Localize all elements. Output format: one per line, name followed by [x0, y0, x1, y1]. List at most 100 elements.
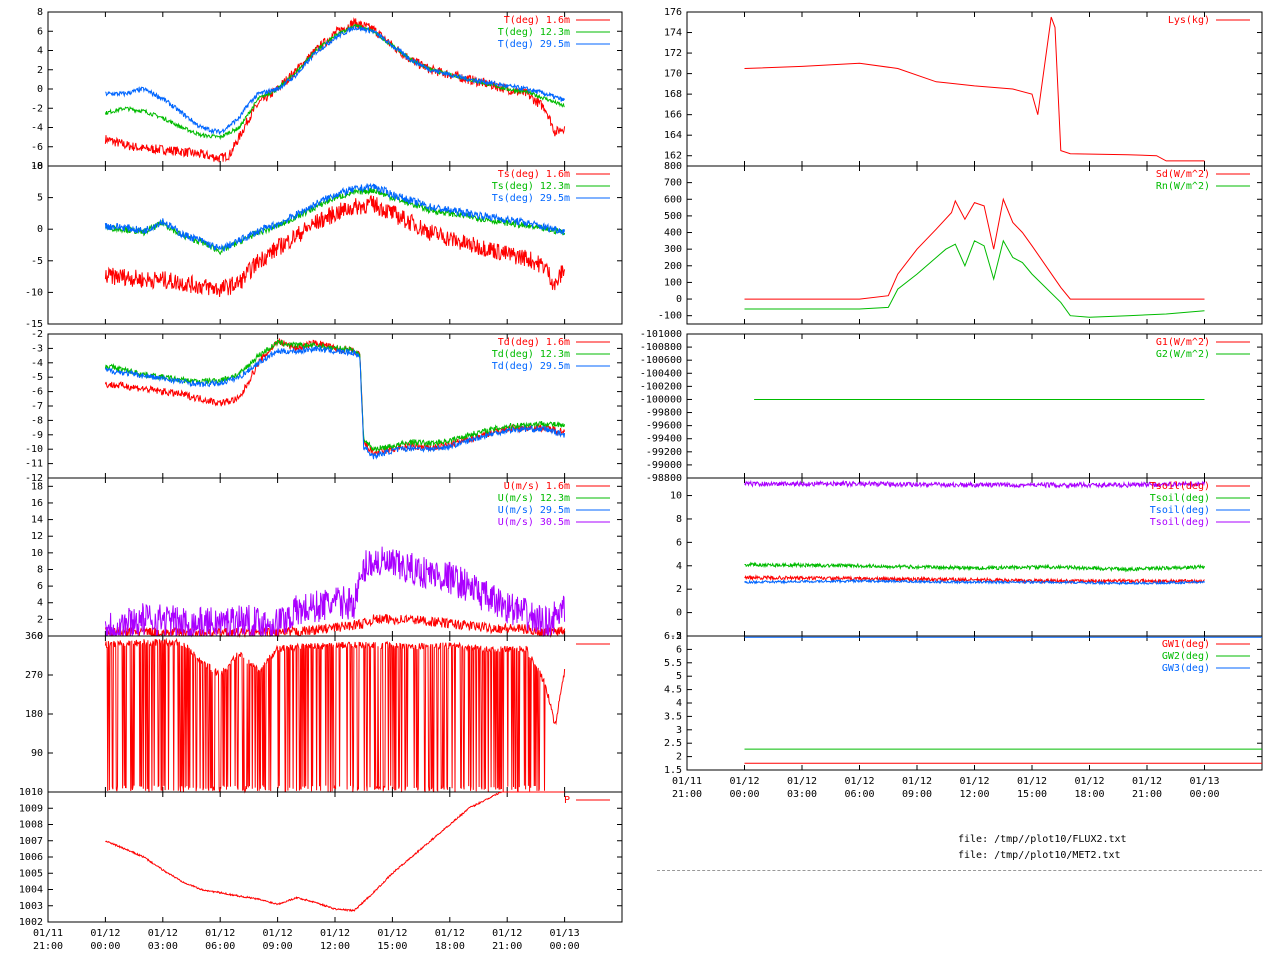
x-tick-label-date: 01/12 [205, 928, 235, 939]
y-tick-label: -4 [31, 123, 43, 134]
x-tick-label-date: 01/12 [377, 928, 407, 939]
y-tick-label: 1005 [19, 868, 43, 879]
legend-label: GW1(deg) [1162, 639, 1210, 650]
file-path-flux: file: /tmp//plot10/FLUX2.txt [958, 834, 1127, 845]
separator-line [657, 870, 1262, 871]
x-tick-label-time: 09:00 [902, 789, 932, 800]
y-tick-label: 2.5 [664, 738, 682, 749]
legend-label: Td(deg) 1.6m [498, 337, 570, 348]
x-tick-label-date: 01/13 [1189, 776, 1219, 787]
series-line-rad-0 [744, 197, 1205, 300]
chart-panel-rad: 800 700 600 500 400 300 200 100 0 -100 Sd(W/m^2)Rn… [658, 161, 1263, 325]
y-tick-label: 3.5 [664, 711, 682, 722]
y-tick-label: -7 [31, 401, 43, 412]
y-tick-label: 168 [664, 89, 682, 100]
legend-label: T(deg) 12.3m [498, 27, 570, 38]
x-tick-label-date: 01/12 [1132, 776, 1162, 787]
legend-label: U(m/s) 12.3m [498, 493, 570, 504]
y-tick-label: 18 [31, 481, 43, 492]
y-tick-label: 200 [664, 261, 682, 272]
y-tick-label: -15 [25, 319, 43, 330]
legend-label: Tsoil(deg) [1150, 493, 1210, 504]
legend-label: G2(W/m^2) [1156, 349, 1210, 360]
y-tick-label: 4 [676, 698, 682, 709]
x-tick-label-time: 21:00 [672, 789, 702, 800]
y-tick-label: 1010 [19, 787, 43, 798]
y-tick-label: -5 [31, 372, 43, 383]
chart-panel-lys: 176 174 172 170 168 166 164 162 Lys(kg) [664, 7, 1263, 167]
series-line-dew-1 [104, 338, 566, 452]
x-tick-label-date: 01/12 [90, 928, 120, 939]
plot-frame [686, 11, 1263, 167]
y-tick-label: 1009 [19, 803, 43, 814]
y-tick-label: 400 [664, 228, 682, 239]
y-tick-label: 0 [37, 224, 43, 235]
y-tick-label: -100600 [640, 355, 682, 366]
y-tick-label: -10 [25, 444, 43, 455]
y-tick-label: -100800 [640, 342, 682, 353]
series-line-temp-2 [105, 25, 566, 135]
y-tick-label: -100 [658, 311, 682, 322]
legend-label: Tsoil(deg) [1150, 517, 1210, 528]
legend-label: Td(deg) 29.5m [492, 361, 570, 372]
x-tick-label-time: 15:00 [377, 941, 407, 952]
x-tick-label-time: 21:00 [1132, 789, 1162, 800]
series-line-temp-1 [104, 23, 565, 141]
x-tick-label-date: 01/12 [787, 776, 817, 787]
x-tick-label-time: 12:00 [959, 789, 989, 800]
y-tick-label: 6 [676, 644, 682, 655]
y-tick-label: 0 [676, 608, 682, 619]
y-tick-label: 180 [25, 709, 43, 720]
y-tick-label: -99800 [646, 408, 682, 419]
y-tick-label: 16 [31, 498, 43, 509]
y-tick-label: -4 [31, 358, 43, 369]
y-tick-label: 1006 [19, 852, 43, 863]
y-tick-label: 1003 [19, 901, 43, 912]
series-line-tsoil-2 [744, 578, 1205, 586]
y-tick-label: -11 [25, 459, 43, 470]
y-tick-label: -100400 [640, 368, 682, 379]
y-tick-label: 5 [37, 193, 43, 204]
x-tick-label-time: 03:00 [787, 789, 817, 800]
y-tick-label: 4.5 [664, 685, 682, 696]
y-tick-label: 6 [37, 26, 43, 37]
x-tick-label-date: 01/12 [1017, 776, 1047, 787]
y-tick-label: -3 [31, 343, 43, 354]
x-tick-label-time: 03:00 [148, 941, 178, 952]
x-tick-label-date: 01/12 [959, 776, 989, 787]
legend-label: Ts(deg) 29.5m [492, 193, 570, 204]
y-tick-label: 10 [31, 548, 43, 559]
x-tick-label-time: 06:00 [205, 941, 235, 952]
x-tick-label-time: 00:00 [729, 789, 759, 800]
y-tick-label: 90 [31, 748, 43, 759]
y-tick-label: 1.5 [664, 765, 682, 776]
series-line-press-0 [105, 791, 565, 912]
y-tick-label: 1004 [19, 885, 43, 896]
y-tick-label: 2 [676, 752, 682, 763]
x-tick-label-time: 18:00 [1074, 789, 1104, 800]
y-tick-label: 176 [664, 7, 682, 18]
y-tick-label: -12 [25, 473, 43, 484]
y-tick-label: 2 [37, 614, 43, 625]
y-tick-label: 4 [37, 46, 43, 57]
chart-panel-press: 1010 1009 1008 1007 1006 1005 1004 1003 1002 P [19, 787, 623, 928]
y-tick-label: 8 [37, 7, 43, 18]
x-tick-label-time: 00:00 [550, 941, 580, 952]
y-tick-label: 6 [37, 581, 43, 592]
x-tick-label-date: 01/12 [1074, 776, 1104, 787]
y-tick-label: -100000 [640, 394, 682, 405]
legend-label: GW2(deg) [1162, 651, 1210, 662]
y-tick-label: 174 [664, 28, 682, 39]
y-tick-label: 5.5 [664, 658, 682, 669]
series-line-rad-1 [744, 239, 1205, 318]
y-tick-label: 1008 [19, 820, 43, 831]
series-line-tsurf-2 [104, 182, 566, 252]
series-line-dew-2 [104, 345, 566, 460]
series-line-temp-0 [104, 17, 566, 163]
y-tick-label: -99200 [646, 447, 682, 458]
y-tick-label: 10 [670, 491, 682, 502]
y-tick-label: 1007 [19, 836, 43, 847]
